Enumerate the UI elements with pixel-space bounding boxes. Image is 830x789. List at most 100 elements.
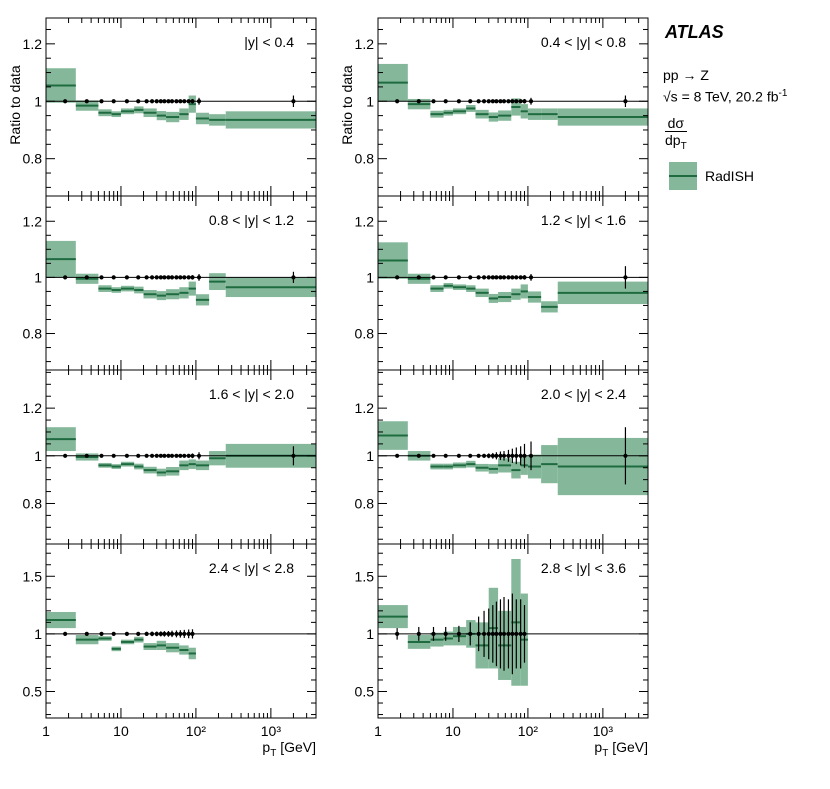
energy-text: √s = 8 TeV, 20.2 fb — [663, 88, 779, 105]
y-tick-label: 1.2 — [23, 213, 43, 229]
data-point — [124, 275, 129, 280]
panel-3: 0.8 1 1.2 0.8 < |y| < 1.2 — [23, 195, 317, 371]
data-point — [169, 631, 175, 636]
y-tick-label: 0.8 — [23, 151, 43, 167]
y-tick-label: 0.8 — [23, 495, 43, 511]
x-axis-title-right: pT [GeV] — [594, 739, 648, 759]
data-point — [158, 275, 163, 280]
data-point — [166, 99, 171, 104]
data-point — [99, 631, 104, 636]
y-tick-label: 0.5 — [355, 683, 375, 699]
data-point — [456, 99, 461, 104]
y-axis-title-right: Ratio to data — [339, 65, 355, 145]
x-tick-label: 10 — [445, 723, 461, 739]
data-point — [476, 275, 481, 280]
y-tick-label: 1 — [366, 269, 374, 285]
plot-area — [378, 63, 648, 126]
data-point — [501, 453, 507, 458]
data-point — [99, 275, 104, 280]
data-point — [510, 453, 515, 458]
data-point — [174, 631, 179, 636]
data-point — [174, 275, 179, 280]
panel-title: 1.2 < |y| < 1.6 — [541, 212, 626, 228]
data-point — [481, 453, 487, 458]
data-point — [510, 631, 515, 636]
panel-6: 0.8 1 1.2 2.0 < |y| < 2.4 — [355, 369, 649, 545]
data-point — [510, 275, 515, 280]
panel-frame — [45, 543, 317, 719]
x-tick-label: 10³ — [593, 723, 614, 739]
data-point — [494, 275, 499, 280]
y-tick-label: 1 — [34, 626, 42, 642]
data-point — [111, 275, 116, 280]
y-tick-label: 1 — [34, 269, 42, 285]
data-point — [468, 453, 473, 458]
data-point — [190, 275, 195, 280]
data-point — [506, 275, 511, 280]
data-point — [154, 99, 159, 104]
y-tick-label: 1 — [34, 93, 42, 109]
x-tick-label: 1 — [374, 723, 382, 739]
data-point — [443, 631, 448, 636]
data-point — [196, 275, 202, 280]
data-point — [416, 99, 421, 104]
data-point — [518, 275, 523, 280]
data-point — [169, 453, 175, 458]
data-point — [63, 631, 68, 636]
data-point — [506, 631, 511, 636]
data-point — [174, 453, 179, 458]
energy-sup: -1 — [778, 88, 788, 99]
y-tick-label: 1.2 — [355, 400, 375, 416]
data-point — [186, 453, 191, 458]
y-tick-label: 1 — [366, 93, 374, 109]
energy-label: √s = 8 TeV, 20.2 fb-1 — [663, 88, 787, 105]
data-point — [111, 99, 116, 104]
data-point — [443, 99, 448, 104]
data-point — [182, 275, 187, 280]
data-point — [506, 99, 511, 104]
panel-frame — [377, 543, 649, 719]
legend-entry-radish: RadISH — [669, 162, 754, 190]
legend-swatch — [669, 162, 697, 190]
data-point — [190, 453, 195, 458]
data-point — [158, 631, 163, 636]
data-point — [196, 453, 202, 458]
data-point — [528, 99, 534, 104]
data-point — [498, 631, 503, 636]
x-tick-label: 10² — [518, 723, 539, 739]
y-tick-label: 1 — [366, 626, 374, 642]
data-point — [136, 631, 141, 636]
data-point — [481, 631, 487, 636]
data-point — [84, 453, 89, 458]
data-point — [158, 453, 163, 458]
data-point — [456, 631, 461, 636]
y-tick-label: 1.5 — [355, 568, 375, 584]
data-point — [178, 275, 183, 280]
atlas-label: ATLAS — [665, 22, 724, 42]
y-tick-label: 1 — [34, 448, 42, 464]
data-point — [158, 99, 163, 104]
data-point — [490, 453, 495, 458]
data-point — [84, 631, 89, 636]
data-point — [476, 631, 481, 636]
data-point — [528, 453, 534, 458]
data-point — [623, 453, 628, 458]
data-point — [494, 99, 499, 104]
data-point — [518, 99, 523, 104]
data-point — [186, 631, 191, 636]
data-point — [124, 99, 129, 104]
data-point — [486, 631, 491, 636]
data-point — [154, 631, 159, 636]
data-point — [486, 99, 491, 104]
data-point — [498, 275, 503, 280]
data-point — [154, 453, 159, 458]
data-point — [522, 631, 527, 636]
data-point — [481, 99, 487, 104]
y-tick-label: 0.5 — [23, 683, 43, 699]
data-point — [518, 631, 523, 636]
data-point — [190, 631, 195, 636]
data-point — [182, 99, 187, 104]
data-point — [291, 453, 296, 458]
data-point — [528, 275, 534, 280]
data-point — [63, 275, 68, 280]
